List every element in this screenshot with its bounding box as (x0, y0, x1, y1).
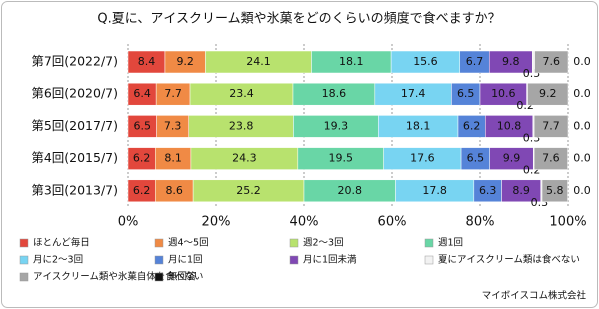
value-label: 9.9 (503, 152, 521, 165)
x-tick-label: 100% (549, 215, 586, 230)
value-label: 17.8 (422, 184, 447, 197)
y-tick-label: 第6回(2020/7) (31, 86, 118, 101)
value-label: 8.6 (165, 184, 183, 197)
legend-swatch (289, 255, 299, 265)
y-tick-label: 第3回(2013/7) (31, 182, 118, 197)
bar-segment (533, 115, 569, 138)
legend-swatch (424, 255, 434, 265)
value-label: 0.0 (573, 119, 591, 132)
legend-swatch (154, 255, 164, 265)
y-tick-label: 第7回(2022/7) (31, 54, 118, 69)
value-label: 0.0 (573, 184, 591, 197)
legend-swatch (289, 238, 299, 248)
value-label: 10.6 (491, 87, 516, 100)
value-label: 7.7 (164, 87, 182, 100)
value-label: 20.8 (338, 184, 363, 197)
value-label: 6.5 (467, 152, 485, 165)
value-label: 18.1 (339, 55, 364, 68)
value-label: 6.4 (133, 87, 151, 100)
value-label: 8.4 (138, 55, 156, 68)
bar-segment (541, 179, 568, 203)
legend-label: 月に1回未満 (303, 254, 357, 266)
legend-label: 週1回 (438, 237, 463, 249)
value-label: 7.6 (543, 55, 561, 68)
value-label: 8.1 (164, 152, 182, 165)
value-label: 0.0 (573, 87, 591, 100)
value-label: 7.7 (542, 119, 560, 132)
value-label: 6.7 (466, 55, 484, 68)
bar-segment (533, 147, 568, 170)
x-tick-label: 80% (466, 215, 495, 230)
value-label: 6.5 (134, 119, 152, 132)
chart-title: Q.夏に、アイスクリーム類や氷菓をどのくらいの頻度で食べますか？ (97, 11, 500, 27)
value-label: 18.6 (322, 87, 347, 100)
x-tick-label: 0% (118, 215, 139, 230)
legend-swatch (154, 238, 164, 248)
legend-label: 月に1回 (168, 255, 203, 266)
value-label: 0.0 (573, 55, 591, 68)
value-label: 23.4 (229, 87, 254, 100)
legend-label: 月に2～3回 (33, 255, 83, 266)
x-tick-label: 20% (202, 215, 231, 230)
bar-segment (534, 50, 569, 74)
value-label: 25.2 (236, 184, 261, 197)
value-label: 6.3 (479, 184, 497, 197)
source: マイボイスコム株式会社 (482, 290, 587, 302)
legend-label: 週2～3回 (303, 237, 344, 249)
y-tick-label: 第5回(2017/7) (31, 118, 118, 133)
value-label: 6.2 (133, 184, 151, 197)
value-label: 5.8 (546, 184, 564, 197)
legend-label: 週4～5回 (168, 237, 209, 249)
value-label: 23.8 (229, 119, 254, 132)
x-tick-label: 60% (378, 215, 407, 230)
legend-swatch (19, 272, 29, 282)
value-label: 10.8 (497, 119, 522, 132)
value-label: 19.3 (324, 119, 349, 132)
x-tick-label: 40% (290, 215, 319, 230)
value-label: 9.2 (539, 87, 557, 100)
value-label: 6.2 (133, 152, 151, 165)
bar-segment (527, 82, 569, 106)
value-label: 7.3 (164, 119, 182, 132)
value-label: 24.3 (232, 152, 257, 165)
y-tick-label: 第4回(2015/7) (31, 150, 118, 165)
legend-label: ほとんど毎日 (33, 237, 90, 249)
legend-swatch (19, 255, 29, 265)
value-label: 17.4 (401, 87, 426, 100)
legend-swatch (424, 238, 434, 248)
value-label: 6.5 (457, 87, 475, 100)
value-label: 17.6 (410, 152, 435, 165)
legend-label: 無回答 (168, 271, 197, 283)
value-label: 6.2 (463, 119, 481, 132)
value-label: 19.5 (328, 152, 353, 165)
value-label: 8.9 (512, 184, 530, 197)
value-label: 9.2 (176, 55, 194, 68)
value-label: 15.6 (413, 55, 438, 68)
value-label: 24.1 (246, 55, 271, 68)
legend-swatch (154, 272, 164, 282)
legend-label: 夏にアイスクリーム類は食べない (438, 254, 580, 266)
value-label: 7.6 (542, 152, 560, 165)
value-label: 9.8 (502, 55, 520, 68)
legend-swatch (19, 238, 29, 248)
value-label: 0.0 (573, 152, 591, 165)
value-label: 18.1 (406, 119, 431, 132)
